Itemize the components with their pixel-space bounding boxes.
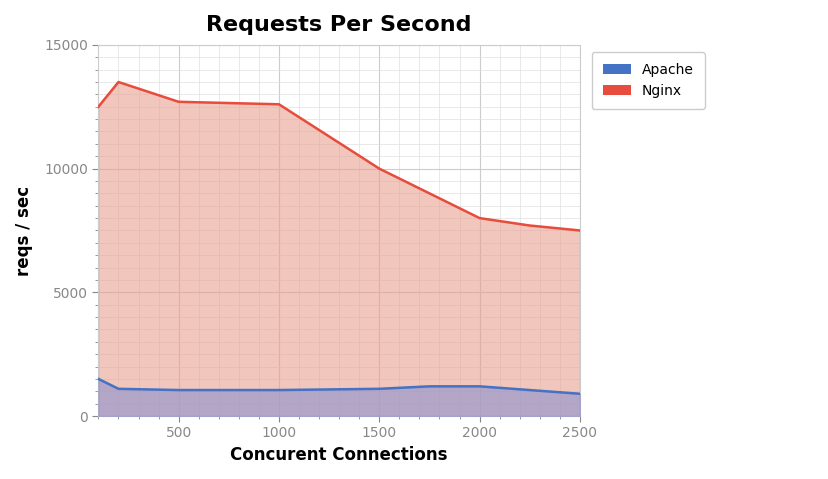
X-axis label: Concurent Connections: Concurent Connections xyxy=(230,446,447,464)
Legend: Apache, Nginx: Apache, Nginx xyxy=(591,52,704,109)
Title: Requests Per Second: Requests Per Second xyxy=(206,15,471,35)
Y-axis label: reqs / sec: reqs / sec xyxy=(15,185,33,275)
